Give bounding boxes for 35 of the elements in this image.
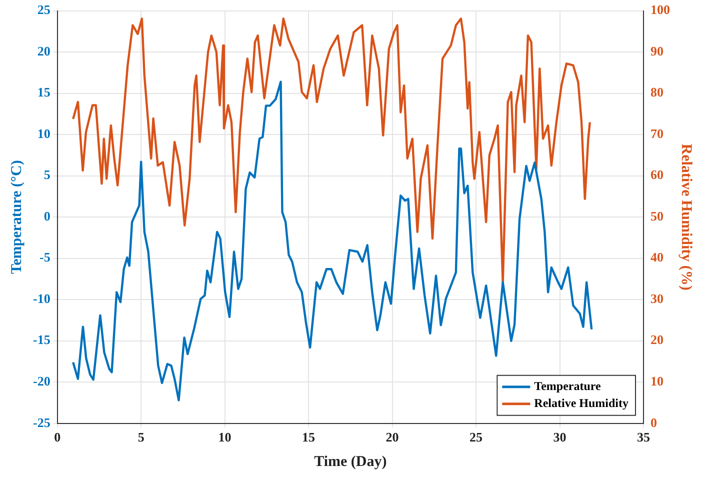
y2-tick-label: 80 bbox=[650, 84, 664, 100]
y2-tick-label: 0 bbox=[650, 414, 657, 430]
y-tick-label: -20 bbox=[32, 374, 50, 388]
y2-tick-label: 70 bbox=[650, 126, 664, 141]
x-tick-label: 15 bbox=[302, 430, 316, 445]
x-tick-label: 0 bbox=[54, 430, 61, 445]
x-tick-label: 30 bbox=[553, 430, 566, 445]
x-tick-label: 10 bbox=[218, 430, 232, 445]
y-tick-label: 0 bbox=[44, 208, 50, 224]
y2-tick-label: 50 bbox=[650, 208, 664, 224]
y-tick-label: -10 bbox=[32, 290, 50, 306]
y-tick-label: -5 bbox=[39, 250, 51, 265]
y-tick-label: 25 bbox=[37, 2, 51, 18]
x-tick-label: 35 bbox=[637, 430, 650, 445]
y-axis-title: Temperature (°C) bbox=[8, 160, 25, 274]
y2-tick-label: 20 bbox=[650, 332, 664, 348]
x-axis-title: Time (Day) bbox=[314, 454, 387, 470]
y2-tick-label: 40 bbox=[650, 250, 664, 265]
y2-tick-label: 60 bbox=[650, 167, 664, 182]
y-tick-label: 10 bbox=[37, 126, 50, 141]
x-tick-label: 25 bbox=[470, 430, 484, 445]
x-tick-label: 20 bbox=[386, 430, 399, 445]
y-tick-label: 20 bbox=[37, 43, 50, 58]
y-tick-label: 5 bbox=[44, 167, 51, 182]
y2-tick-label: 30 bbox=[650, 290, 664, 306]
y2-tick-label: 90 bbox=[650, 43, 664, 58]
y2-axis-title: Relative Humidity (%) bbox=[678, 144, 694, 290]
legend-label: Temperature bbox=[534, 378, 602, 393]
y2-tick-label: 100 bbox=[650, 2, 670, 18]
x-tick-label: 5 bbox=[138, 430, 145, 445]
y-tick-label: -25 bbox=[32, 414, 51, 430]
legend-label: Relative Humidity bbox=[534, 396, 629, 410]
y-tick-label: 15 bbox=[37, 84, 51, 100]
y2-tick-label: 10 bbox=[650, 374, 664, 388]
y-tick-label: -15 bbox=[32, 332, 51, 348]
